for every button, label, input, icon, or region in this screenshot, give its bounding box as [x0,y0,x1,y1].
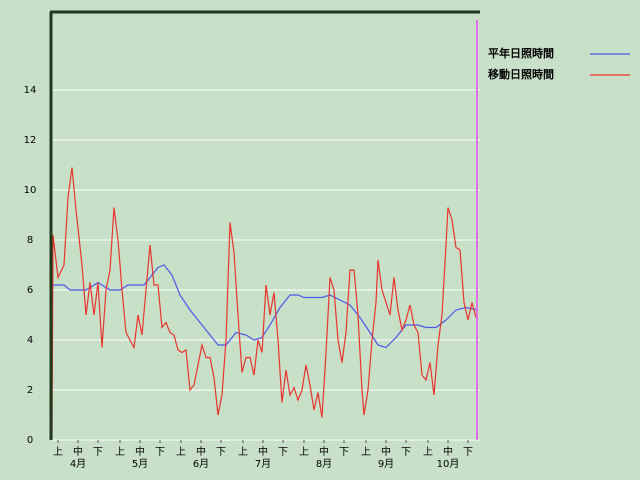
legend-label: 平年日照時間 [488,46,554,60]
x-tick-label: 中 [196,445,206,458]
x-tick-label: 上 [423,446,433,458]
x-tick-label: 中 [443,445,453,458]
x-tick-label: 上 [361,446,371,458]
x-tick-label: 中 [135,445,145,458]
x-tick-label: 上 [176,446,186,458]
x-tick-label: 上 [238,446,248,458]
y-tick-label: 8 [27,235,33,246]
month-label: 7月 [255,458,271,470]
month-label: 6月 [193,458,209,470]
legend-label: 移動日照時間 [488,67,554,81]
y-tick-label: 2 [27,385,33,396]
y-tick-label: 4 [27,335,33,346]
month-label: 9月 [378,458,394,470]
x-tick-label: 中 [73,445,83,458]
y-tick-label: 10 [24,185,37,196]
x-tick-label: 中 [381,445,391,458]
lines [51,167,479,441]
labels: 02468101214上中下上中下上中下上中下上中下上中下上中下4月 5月 6月 7月… [24,85,473,470]
x-tick-label: 上 [299,446,309,458]
x-tick-label: 下 [401,447,411,458]
grid [52,89,480,441]
series-line [51,167,477,441]
x-tick-label: 中 [258,445,268,458]
x-tick-label: 下 [278,447,288,458]
x-tick-label: 下 [93,447,103,458]
x-tick-label: 上 [53,446,63,458]
month-label: 4月 [70,458,86,470]
x-tick-label: 下 [216,447,226,458]
x-tick-label: 中 [319,445,329,458]
x-tick-label: 上 [115,446,125,458]
month-label: 5月 [132,458,148,470]
month-label: 10月 [437,458,460,470]
x-tick-label: 下 [463,447,473,458]
y-tick-label: 6 [27,285,33,296]
y-tick-label: 14 [24,85,37,96]
y-tick-label: 12 [24,135,37,146]
x-tick-label: 下 [155,447,165,458]
x-tick-label: 下 [339,447,349,458]
month-label: 8月 [316,458,332,470]
y-tick-label: 0 [27,435,33,446]
